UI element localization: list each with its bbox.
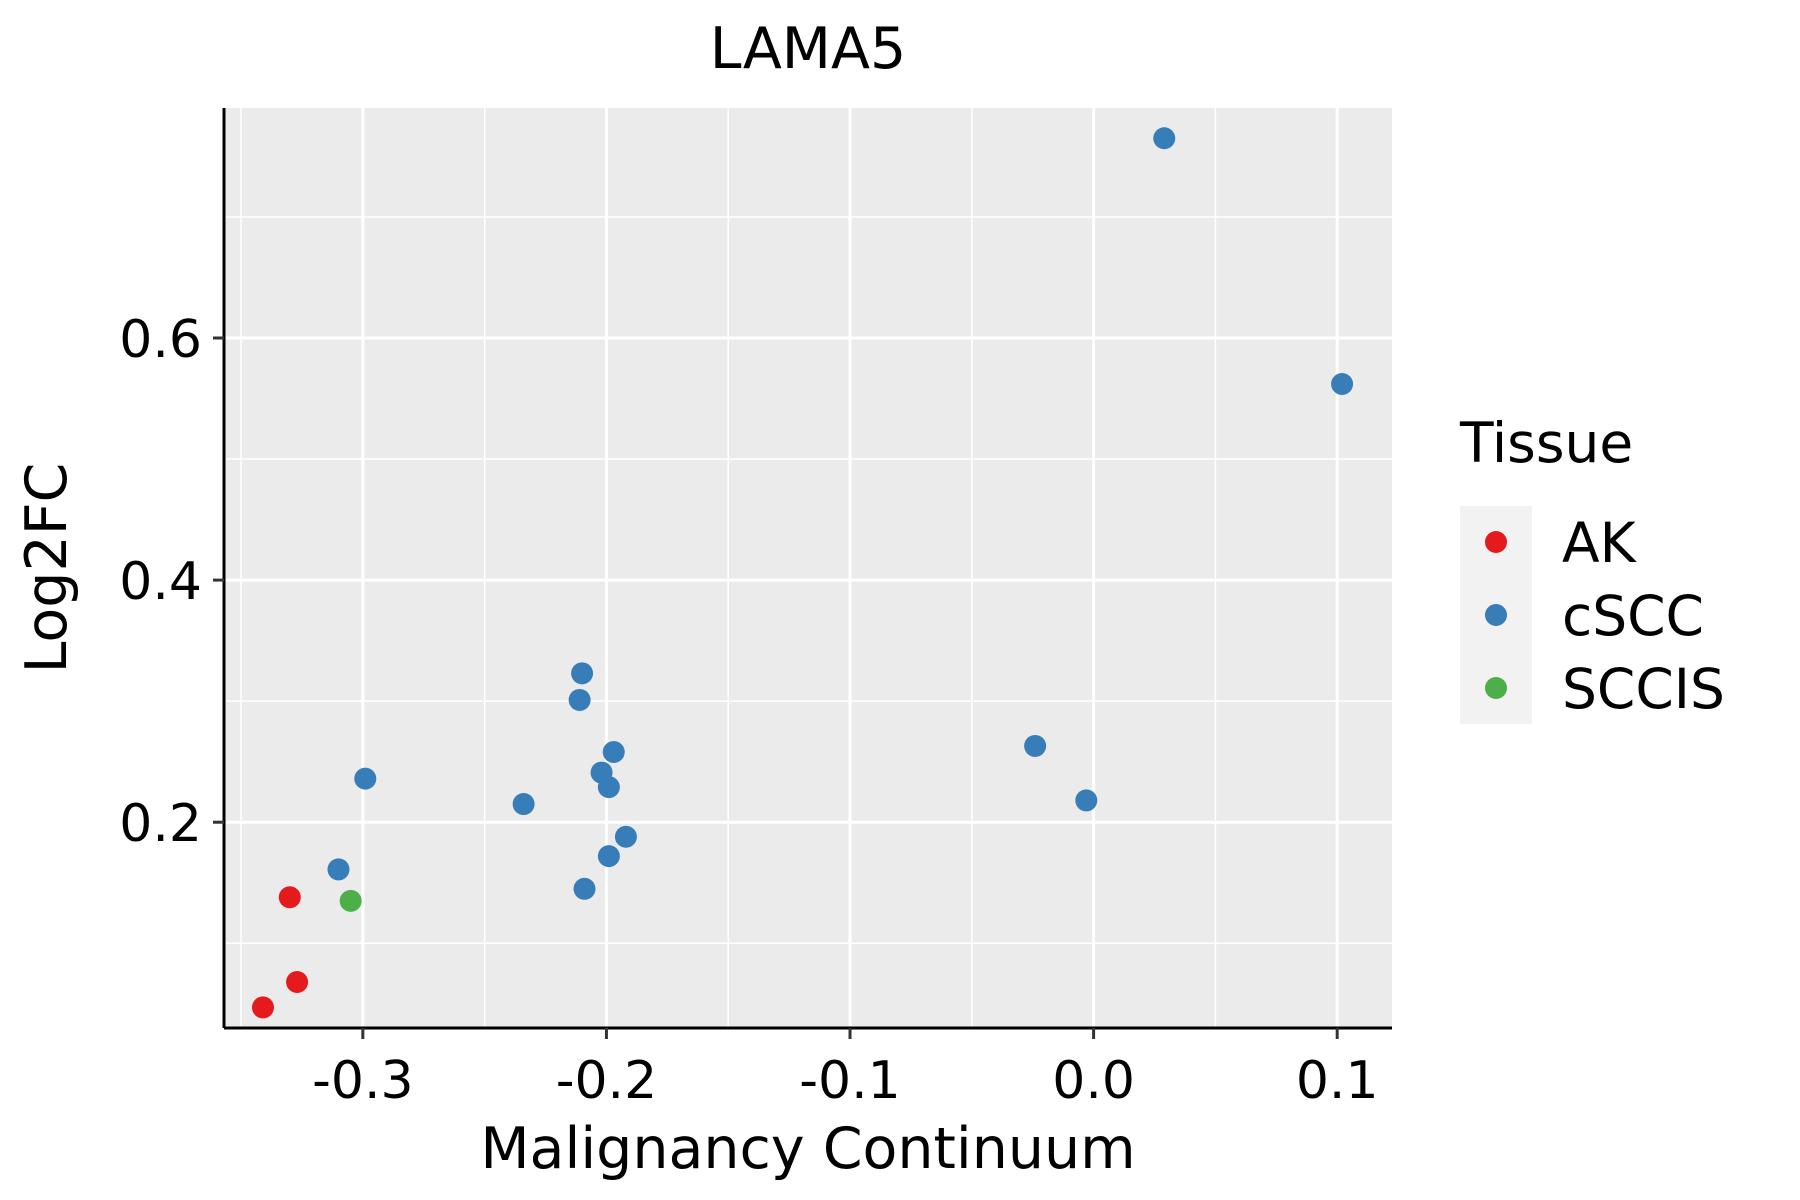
data-point-cscc [568,688,591,711]
data-point-cscc [597,776,620,799]
data-point-ak [251,996,274,1019]
legend-label-sccis: SCCIS [1562,657,1725,721]
chart-title: LAMA5 [710,16,907,82]
x-tick-label: 0.1 [1296,1051,1379,1111]
x-tick-label: 0.0 [1052,1051,1135,1111]
y-tick-label: 0.4 [119,552,202,612]
x-tick-label: -0.1 [799,1051,900,1111]
legend-key-sccis [1485,677,1507,699]
data-point-cscc [327,858,350,881]
y-axis-title: Log2FC [14,463,80,674]
data-point-cscc [571,662,594,685]
data-point-ak [286,971,309,993]
data-point-ak [278,886,301,909]
legend-key-ak [1485,531,1507,553]
x-axis-title: Malignancy Continuum [480,1116,1135,1182]
data-point-cscc [597,845,620,868]
data-point-cscc [573,877,596,900]
legend-label-ak: AK [1562,511,1638,575]
data-point-cscc [1024,734,1047,757]
data-point-cscc [614,825,637,848]
major-gridlines [224,108,1392,1028]
legend-label-cscc: cSCC [1562,584,1704,648]
x-tick-label: -0.3 [312,1051,413,1111]
data-point-cscc [512,793,535,816]
plot-panel [224,108,1392,1028]
data-point-cscc [354,767,377,790]
legend-title: Tissue [1459,411,1633,475]
legend: Tissue AK cSCC SCCIS [1459,411,1725,724]
data-point-cscc [1153,127,1176,150]
data-point-cscc [1075,789,1098,812]
minor-gridlines [224,108,1392,1028]
data-point-cscc [1331,373,1354,395]
x-tick-label: -0.2 [556,1051,657,1111]
y-tick-label: 0.6 [119,310,202,370]
x-axis-ticks: -0.3 -0.2 -0.1 0.0 0.1 [312,1028,1379,1111]
y-tick-label: 0.2 [119,794,202,854]
data-points [251,127,1354,1019]
y-axis-ticks: 0.2 0.4 0.6 [119,310,224,854]
data-point-sccis [339,889,362,912]
legend-key-cscc [1485,604,1507,626]
data-point-cscc [602,741,625,763]
